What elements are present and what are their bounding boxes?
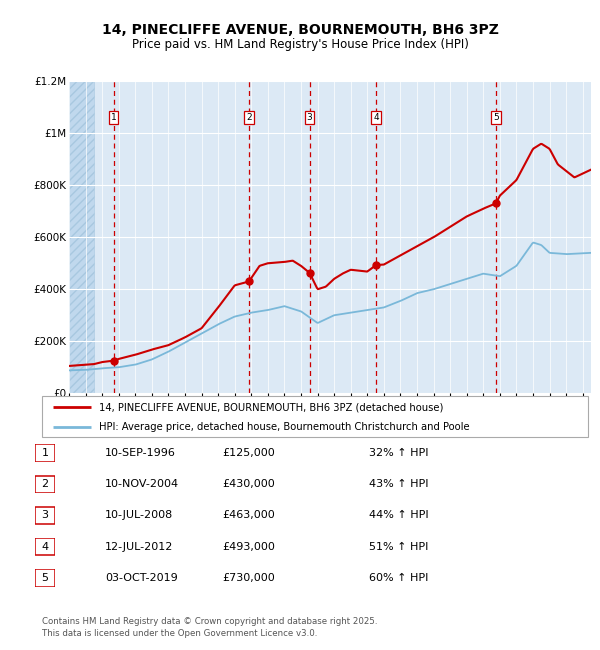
Text: HPI: Average price, detached house, Bournemouth Christchurch and Poole: HPI: Average price, detached house, Bour… — [100, 422, 470, 432]
Text: 4: 4 — [373, 113, 379, 122]
Text: 5: 5 — [493, 113, 499, 122]
Text: Price paid vs. HM Land Registry's House Price Index (HPI): Price paid vs. HM Land Registry's House … — [131, 38, 469, 51]
FancyBboxPatch shape — [35, 476, 55, 493]
FancyBboxPatch shape — [35, 569, 55, 586]
Text: 1: 1 — [41, 448, 49, 458]
Text: 4: 4 — [41, 541, 49, 552]
Text: £730,000: £730,000 — [223, 573, 275, 583]
Text: 3: 3 — [41, 510, 49, 521]
Text: 44% ↑ HPI: 44% ↑ HPI — [369, 510, 428, 521]
Text: 10-NOV-2004: 10-NOV-2004 — [105, 479, 179, 489]
Text: Contains HM Land Registry data © Crown copyright and database right 2025.
This d: Contains HM Land Registry data © Crown c… — [42, 618, 377, 638]
FancyBboxPatch shape — [35, 507, 55, 524]
Text: 14, PINECLIFFE AVENUE, BOURNEMOUTH, BH6 3PZ: 14, PINECLIFFE AVENUE, BOURNEMOUTH, BH6 … — [101, 23, 499, 37]
Text: 43% ↑ HPI: 43% ↑ HPI — [369, 479, 428, 489]
Text: 2: 2 — [246, 113, 252, 122]
FancyBboxPatch shape — [42, 396, 588, 437]
Text: £125,000: £125,000 — [223, 448, 275, 458]
Text: 1: 1 — [111, 113, 116, 122]
Text: 5: 5 — [41, 573, 49, 583]
Text: 60% ↑ HPI: 60% ↑ HPI — [369, 573, 428, 583]
Text: 12-JUL-2012: 12-JUL-2012 — [105, 541, 173, 552]
Text: 03-OCT-2019: 03-OCT-2019 — [105, 573, 178, 583]
Text: 10-JUL-2008: 10-JUL-2008 — [105, 510, 173, 521]
Text: 3: 3 — [307, 113, 313, 122]
FancyBboxPatch shape — [35, 445, 55, 461]
Text: 51% ↑ HPI: 51% ↑ HPI — [369, 541, 428, 552]
Text: 32% ↑ HPI: 32% ↑ HPI — [369, 448, 428, 458]
Bar — [69, 81, 94, 393]
Text: £463,000: £463,000 — [223, 510, 275, 521]
FancyBboxPatch shape — [35, 538, 55, 555]
Text: 2: 2 — [41, 479, 49, 489]
Text: 14, PINECLIFFE AVENUE, BOURNEMOUTH, BH6 3PZ (detached house): 14, PINECLIFFE AVENUE, BOURNEMOUTH, BH6 … — [100, 402, 444, 412]
Text: £493,000: £493,000 — [223, 541, 275, 552]
Text: £430,000: £430,000 — [223, 479, 275, 489]
Text: 10-SEP-1996: 10-SEP-1996 — [105, 448, 176, 458]
